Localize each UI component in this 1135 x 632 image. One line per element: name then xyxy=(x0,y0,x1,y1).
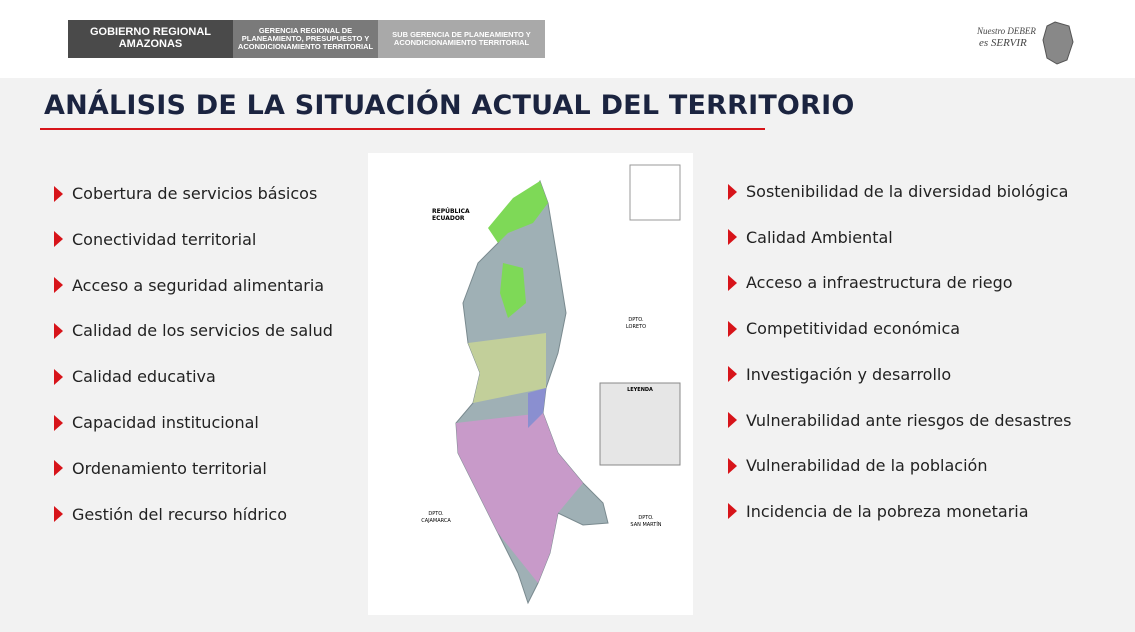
bullet-item: Vulnerabilidad ante riesgos de desastres xyxy=(728,411,1071,430)
item-text: Capacidad institucional xyxy=(72,413,259,432)
bullet-arrow xyxy=(54,186,63,202)
item-text: Cobertura de servicios básicos xyxy=(72,184,317,203)
bullet-arrow xyxy=(728,184,737,200)
bullet-item: Investigación y desarrollo xyxy=(728,365,951,384)
bullet-arrow xyxy=(728,275,737,291)
crest xyxy=(1043,22,1073,64)
item-text: Calidad educativa xyxy=(72,367,216,386)
bullet-item: Vulnerabilidad de la población xyxy=(728,456,987,475)
bullet-arrow xyxy=(54,506,63,522)
item-text: Incidencia de la pobreza monetaria xyxy=(746,502,1029,521)
bullet-item: Capacidad institucional xyxy=(54,413,259,432)
header-line: ACONDICIONAMIENTO TERRITORIAL xyxy=(238,43,373,51)
bullet-arrow xyxy=(728,503,737,519)
map-label: DPTO. xyxy=(428,511,444,517)
bullet-item: Sostenibilidad de la diversidad biológic… xyxy=(728,182,1068,201)
bullet-arrow xyxy=(728,412,737,428)
bullet-item: Conectividad territorial xyxy=(54,230,256,249)
map: LEYENDA REPÚBLICA ECUADOR DPTO. LORETO D… xyxy=(368,153,693,615)
bullet-item: Calidad Ambiental xyxy=(728,228,893,247)
header-box: SUB GERENCIA DE PLANEAMIENTO Y ACONDICIO… xyxy=(378,20,545,58)
map-label: DPTO. xyxy=(638,515,654,521)
bullet-arrow xyxy=(54,277,63,293)
map-label: DPTO. xyxy=(628,317,644,323)
slide: GOBIERNO REGIONAL AMAZONAS GERENCIA REGI… xyxy=(0,0,1135,632)
logos: Nuestro DEBER es SERVIR xyxy=(965,18,1085,68)
bullet-item: Cobertura de servicios básicos xyxy=(54,184,317,203)
map-label: SAN MARTÍN xyxy=(630,521,661,528)
logo-text: es SERVIR xyxy=(979,37,1027,49)
bullet-item: Calidad educativa xyxy=(54,367,216,386)
item-text: Sostenibilidad de la diversidad biológic… xyxy=(746,182,1068,201)
bullet-item: Gestión del recurso hídrico xyxy=(54,505,287,524)
bullet-arrow xyxy=(728,229,737,245)
bullet-arrow xyxy=(728,321,737,337)
bullet-arrow xyxy=(54,460,63,476)
slide-title: ANÁLISIS DE LA SITUACIÓN ACTUAL DEL TERR… xyxy=(44,90,854,121)
bullet-arrow xyxy=(54,369,63,385)
map-label: REPÚBLICA xyxy=(432,208,470,215)
header-line: ACONDICIONAMIENTO TERRITORIAL xyxy=(394,39,529,47)
item-text: Calidad Ambiental xyxy=(746,228,893,247)
title-underline xyxy=(40,128,765,130)
header-box: GOBIERNO REGIONAL AMAZONAS xyxy=(68,20,233,58)
item-text: Vulnerabilidad ante riesgos de desastres xyxy=(746,411,1071,430)
bullet-item: Competitividad económica xyxy=(728,319,960,338)
map-label: ECUADOR xyxy=(432,215,465,222)
header-box: GERENCIA REGIONAL DE PLANEAMIENTO, PRESU… xyxy=(233,20,378,58)
legend-title: LEYENDA xyxy=(627,387,653,393)
bullet-item: Calidad de los servicios de salud xyxy=(54,321,333,340)
bullet-item: Acceso a infraestructura de riego xyxy=(728,273,1013,292)
item-text: Gestión del recurso hídrico xyxy=(72,505,287,524)
legend-box xyxy=(600,383,680,465)
bullet-arrow xyxy=(728,366,737,382)
bullet-arrow xyxy=(54,231,63,247)
item-text: Competitividad económica xyxy=(746,319,960,338)
bullet-arrow xyxy=(54,323,63,339)
item-text: Conectividad territorial xyxy=(72,230,256,249)
item-text: Investigación y desarrollo xyxy=(746,365,951,384)
bullet-arrow xyxy=(54,415,63,431)
map-label: LORETO xyxy=(626,324,646,330)
bullet-item: Ordenamiento territorial xyxy=(54,459,267,478)
item-text: Vulnerabilidad de la población xyxy=(746,456,987,475)
bullet-item: Acceso a seguridad alimentaria xyxy=(54,276,324,295)
header-line: AMAZONAS xyxy=(119,39,183,51)
item-text: Calidad de los servicios de salud xyxy=(72,321,333,340)
header: GOBIERNO REGIONAL AMAZONAS GERENCIA REGI… xyxy=(0,0,1135,78)
item-text: Acceso a infraestructura de riego xyxy=(746,273,1013,292)
item-text: Acceso a seguridad alimentaria xyxy=(72,276,324,295)
map-label: CAJAMARCA xyxy=(421,518,451,524)
bullet-arrow xyxy=(728,458,737,474)
logo-text: Nuestro DEBER xyxy=(976,26,1036,36)
item-text: Ordenamiento territorial xyxy=(72,459,267,478)
bullet-item: Incidencia de la pobreza monetaria xyxy=(728,502,1029,521)
